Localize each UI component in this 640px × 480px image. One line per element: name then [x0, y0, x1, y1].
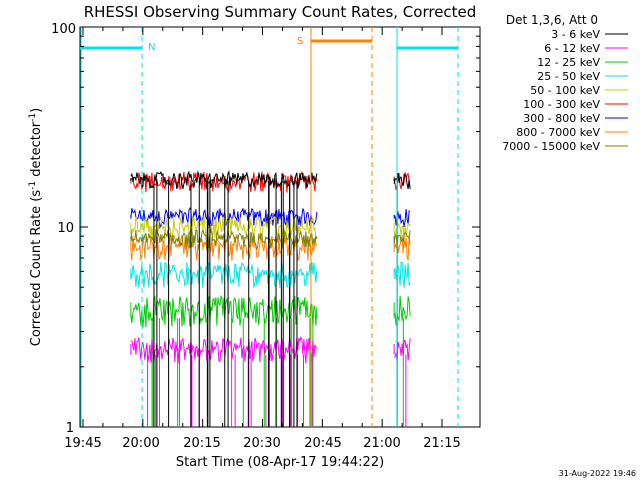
footer-stamp: 31-Aug-2022 19:46 [559, 469, 636, 478]
legend-label: 25 - 50 keV [537, 70, 600, 83]
legend-label: 6 - 12 keV [544, 42, 600, 55]
legend-label: 300 - 800 keV [523, 112, 600, 125]
chart-title: RHESSI Observing Summary Count Rates, Co… [84, 3, 477, 21]
y-axis-label-main: Corrected Count Rate (s [29, 190, 44, 347]
plot-area: NS [79, 26, 481, 428]
legend-label: 3 - 6 keV [551, 28, 600, 41]
y-axis-label-sup1: -1 [28, 181, 38, 190]
legend-label: 50 - 100 keV [530, 84, 600, 97]
series-300-800kev [130, 207, 411, 230]
legend-label: 100 - 300 keV [523, 98, 600, 111]
y-tick-label-1: 1 [66, 421, 74, 436]
series-trace [130, 294, 318, 328]
night-label: N [148, 42, 155, 53]
series-6-12kev [130, 335, 411, 427]
series-trace [130, 169, 318, 190]
axis-ticks [80, 27, 480, 428]
legend-label: 800 - 7000 keV [516, 126, 600, 139]
x-tick-label-2115: 21:15 [423, 436, 460, 451]
series-trace [130, 234, 318, 262]
y-tick-label-10: 10 [57, 221, 74, 236]
series-trace [130, 170, 318, 194]
x-axis-label: Start Time (08-Apr-17 19:44:22) [176, 455, 384, 470]
legend-label: 12 - 25 keV [537, 56, 600, 69]
series-25-50kev [130, 261, 411, 289]
series-trace [130, 261, 318, 289]
data-marks [130, 169, 411, 427]
saa-label: S [297, 36, 303, 47]
x-tick-label-2100: 21:00 [363, 436, 400, 451]
series-trace [130, 227, 318, 251]
x-tick-label-1945: 19:45 [64, 436, 101, 451]
y-axis-label: Corrected Count Rate (s-1 detector-1) [28, 108, 44, 346]
legend-title: Det 1,3,6, Att 0 [506, 13, 598, 27]
x-tick-label-2015: 20:15 [183, 436, 220, 451]
series-trace [130, 335, 317, 364]
y-axis-label-sup2: -1 [28, 113, 38, 122]
y-axis-label-end: ) [29, 108, 44, 113]
series-12-25kev [130, 294, 411, 427]
x-tick-label-2000: 20:00 [122, 436, 159, 451]
y-axis-label-mid: detector [29, 121, 44, 181]
x-tick-label-2045: 20:45 [304, 436, 341, 451]
legend-label: 7000 - 15000 keV [502, 140, 600, 153]
x-tick-label-2030: 20:30 [243, 436, 280, 451]
y-tick-label-100: 100 [51, 22, 76, 37]
